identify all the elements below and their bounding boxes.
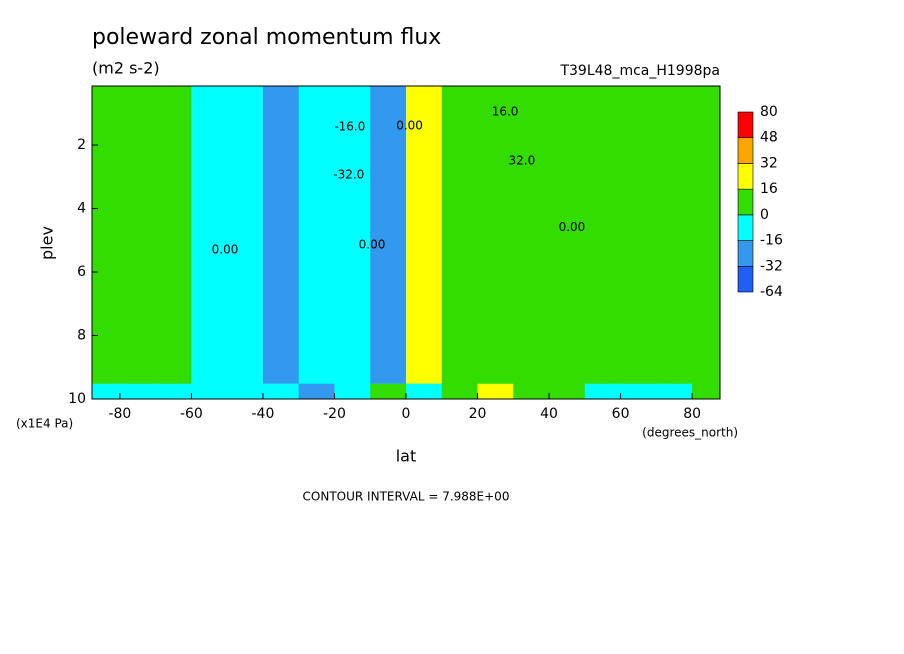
colorbar-label: 48 bbox=[760, 130, 778, 146]
x-tick-label: 20 bbox=[469, 406, 487, 422]
colorbar-box bbox=[737, 188, 754, 216]
y-tick-label: 2 bbox=[77, 137, 86, 153]
field-cell bbox=[656, 86, 693, 384]
contour-label: 0.00 bbox=[212, 242, 239, 256]
colorbar-box bbox=[737, 163, 754, 190]
colorbar-label: 16 bbox=[760, 181, 778, 197]
x-axis-units: (degrees_north) bbox=[642, 426, 738, 440]
colorbar-label: -32 bbox=[760, 258, 783, 274]
contour-label: 16.0 bbox=[492, 105, 519, 119]
contour-label: 0.00 bbox=[559, 220, 586, 234]
y-tick-label: 8 bbox=[77, 328, 86, 344]
y-tick-label: 10 bbox=[68, 391, 86, 407]
field-cell bbox=[370, 86, 407, 384]
x-axis-title: lat bbox=[396, 447, 417, 466]
field bbox=[92, 86, 721, 400]
field-cell bbox=[584, 86, 622, 384]
colorbar-label: -16 bbox=[760, 233, 783, 249]
colorbar-label: 80 bbox=[760, 104, 778, 120]
contour-label: 0.00 bbox=[396, 118, 423, 132]
colorbar-box bbox=[737, 214, 754, 241]
chart-title: poleward zonal momentum flux bbox=[92, 25, 441, 50]
y-tick-label: 6 bbox=[77, 264, 86, 280]
field-cell bbox=[155, 86, 192, 384]
colorbar-box bbox=[737, 240, 754, 267]
y-axis-title: plev bbox=[38, 226, 57, 260]
colorbar-box bbox=[737, 137, 754, 164]
y-axis-units: (x1E4 Pa) bbox=[16, 417, 73, 431]
colorbar-label: 0 bbox=[760, 207, 769, 223]
field-cell bbox=[477, 86, 514, 384]
field-cell bbox=[119, 86, 157, 384]
x-tick-label: 60 bbox=[612, 406, 630, 422]
field-cell bbox=[549, 86, 586, 384]
colorbar-label: 32 bbox=[760, 155, 778, 171]
field-cell bbox=[334, 86, 371, 384]
footer-note: CONTOUR INTERVAL = 7.988E+00 bbox=[303, 490, 510, 504]
chart-subtitle: (m2 s-2) bbox=[92, 59, 160, 78]
field-cell bbox=[513, 86, 550, 384]
dataset-label: T39L48_mca_H1998pa bbox=[559, 63, 720, 79]
y-tick-label: 4 bbox=[77, 201, 86, 217]
field-cell bbox=[298, 86, 335, 384]
colorbar-label: -64 bbox=[760, 284, 783, 300]
field-cell bbox=[620, 86, 657, 384]
x-tick-label: -60 bbox=[180, 406, 203, 422]
x-tick-label: 0 bbox=[402, 406, 411, 422]
x-tick-label: -80 bbox=[108, 406, 131, 422]
contour-label: -16.0 bbox=[334, 119, 365, 133]
field-cell bbox=[92, 86, 121, 384]
field-cell bbox=[441, 86, 479, 384]
field-cell bbox=[262, 86, 300, 384]
field-cell bbox=[406, 86, 443, 384]
contour-label: -32.0 bbox=[333, 168, 364, 182]
x-tick-label: -20 bbox=[323, 406, 346, 422]
field-cell bbox=[191, 86, 228, 384]
contour-label: 32.0 bbox=[509, 153, 536, 167]
contour-label: 0.00 bbox=[359, 238, 386, 252]
x-tick-label: 80 bbox=[683, 406, 701, 422]
colorbar-box bbox=[737, 111, 754, 139]
field-cell bbox=[227, 86, 264, 384]
colorbar-box bbox=[737, 265, 754, 293]
x-tick-label: 40 bbox=[540, 406, 558, 422]
x-tick-label: -40 bbox=[252, 406, 275, 422]
field-cell bbox=[692, 86, 721, 384]
